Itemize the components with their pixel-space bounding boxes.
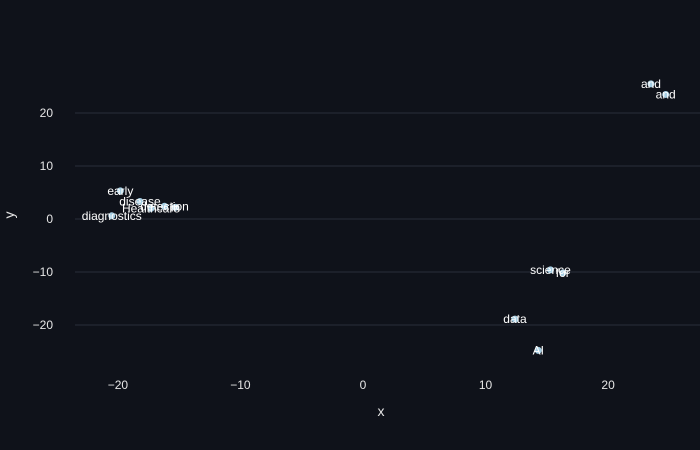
x-tick-label: −10 (230, 378, 251, 392)
data-point (534, 346, 542, 354)
data-point (136, 197, 144, 205)
data-label: detection (140, 199, 189, 213)
y-tick-label: 10 (40, 159, 54, 173)
y-tick-label: −20 (33, 318, 54, 332)
y-axis-title: y (1, 212, 17, 219)
data-label: in (171, 200, 180, 214)
data-label: early (107, 184, 133, 198)
data-point (647, 80, 655, 88)
data-label: AI (533, 343, 544, 357)
x-axis-title: x (378, 403, 385, 419)
data-point (662, 90, 670, 98)
data-point (171, 203, 179, 211)
x-tick-label: 10 (479, 378, 493, 392)
gridlines (75, 112, 700, 326)
y-tick-label: 0 (46, 212, 53, 226)
x-axis-ticks: −20 −10 0 10 20 (108, 378, 615, 392)
x-tick-label: 20 (601, 378, 615, 392)
data-label: data (503, 312, 527, 326)
data-label: for (556, 266, 570, 280)
data-label: disease (119, 194, 161, 208)
x-tick-label: −20 (108, 378, 129, 392)
data-point (559, 269, 567, 277)
data-point (546, 266, 554, 274)
data-point (108, 212, 116, 220)
data-label: and (656, 87, 676, 101)
x-tick-label: 0 (360, 378, 367, 392)
data-point (116, 187, 124, 195)
data-point (511, 315, 519, 323)
data-label: and (641, 77, 661, 91)
data-label: Healthcare (122, 201, 180, 215)
y-tick-label: −10 (33, 265, 54, 279)
data-points (108, 80, 670, 354)
data-label: science (530, 263, 571, 277)
y-axis-ticks: −20 −10 0 10 20 (33, 106, 54, 332)
y-tick-label: 20 (40, 106, 54, 120)
data-point (147, 204, 155, 212)
data-point (160, 202, 168, 210)
data-label: diagnostics (82, 209, 142, 223)
